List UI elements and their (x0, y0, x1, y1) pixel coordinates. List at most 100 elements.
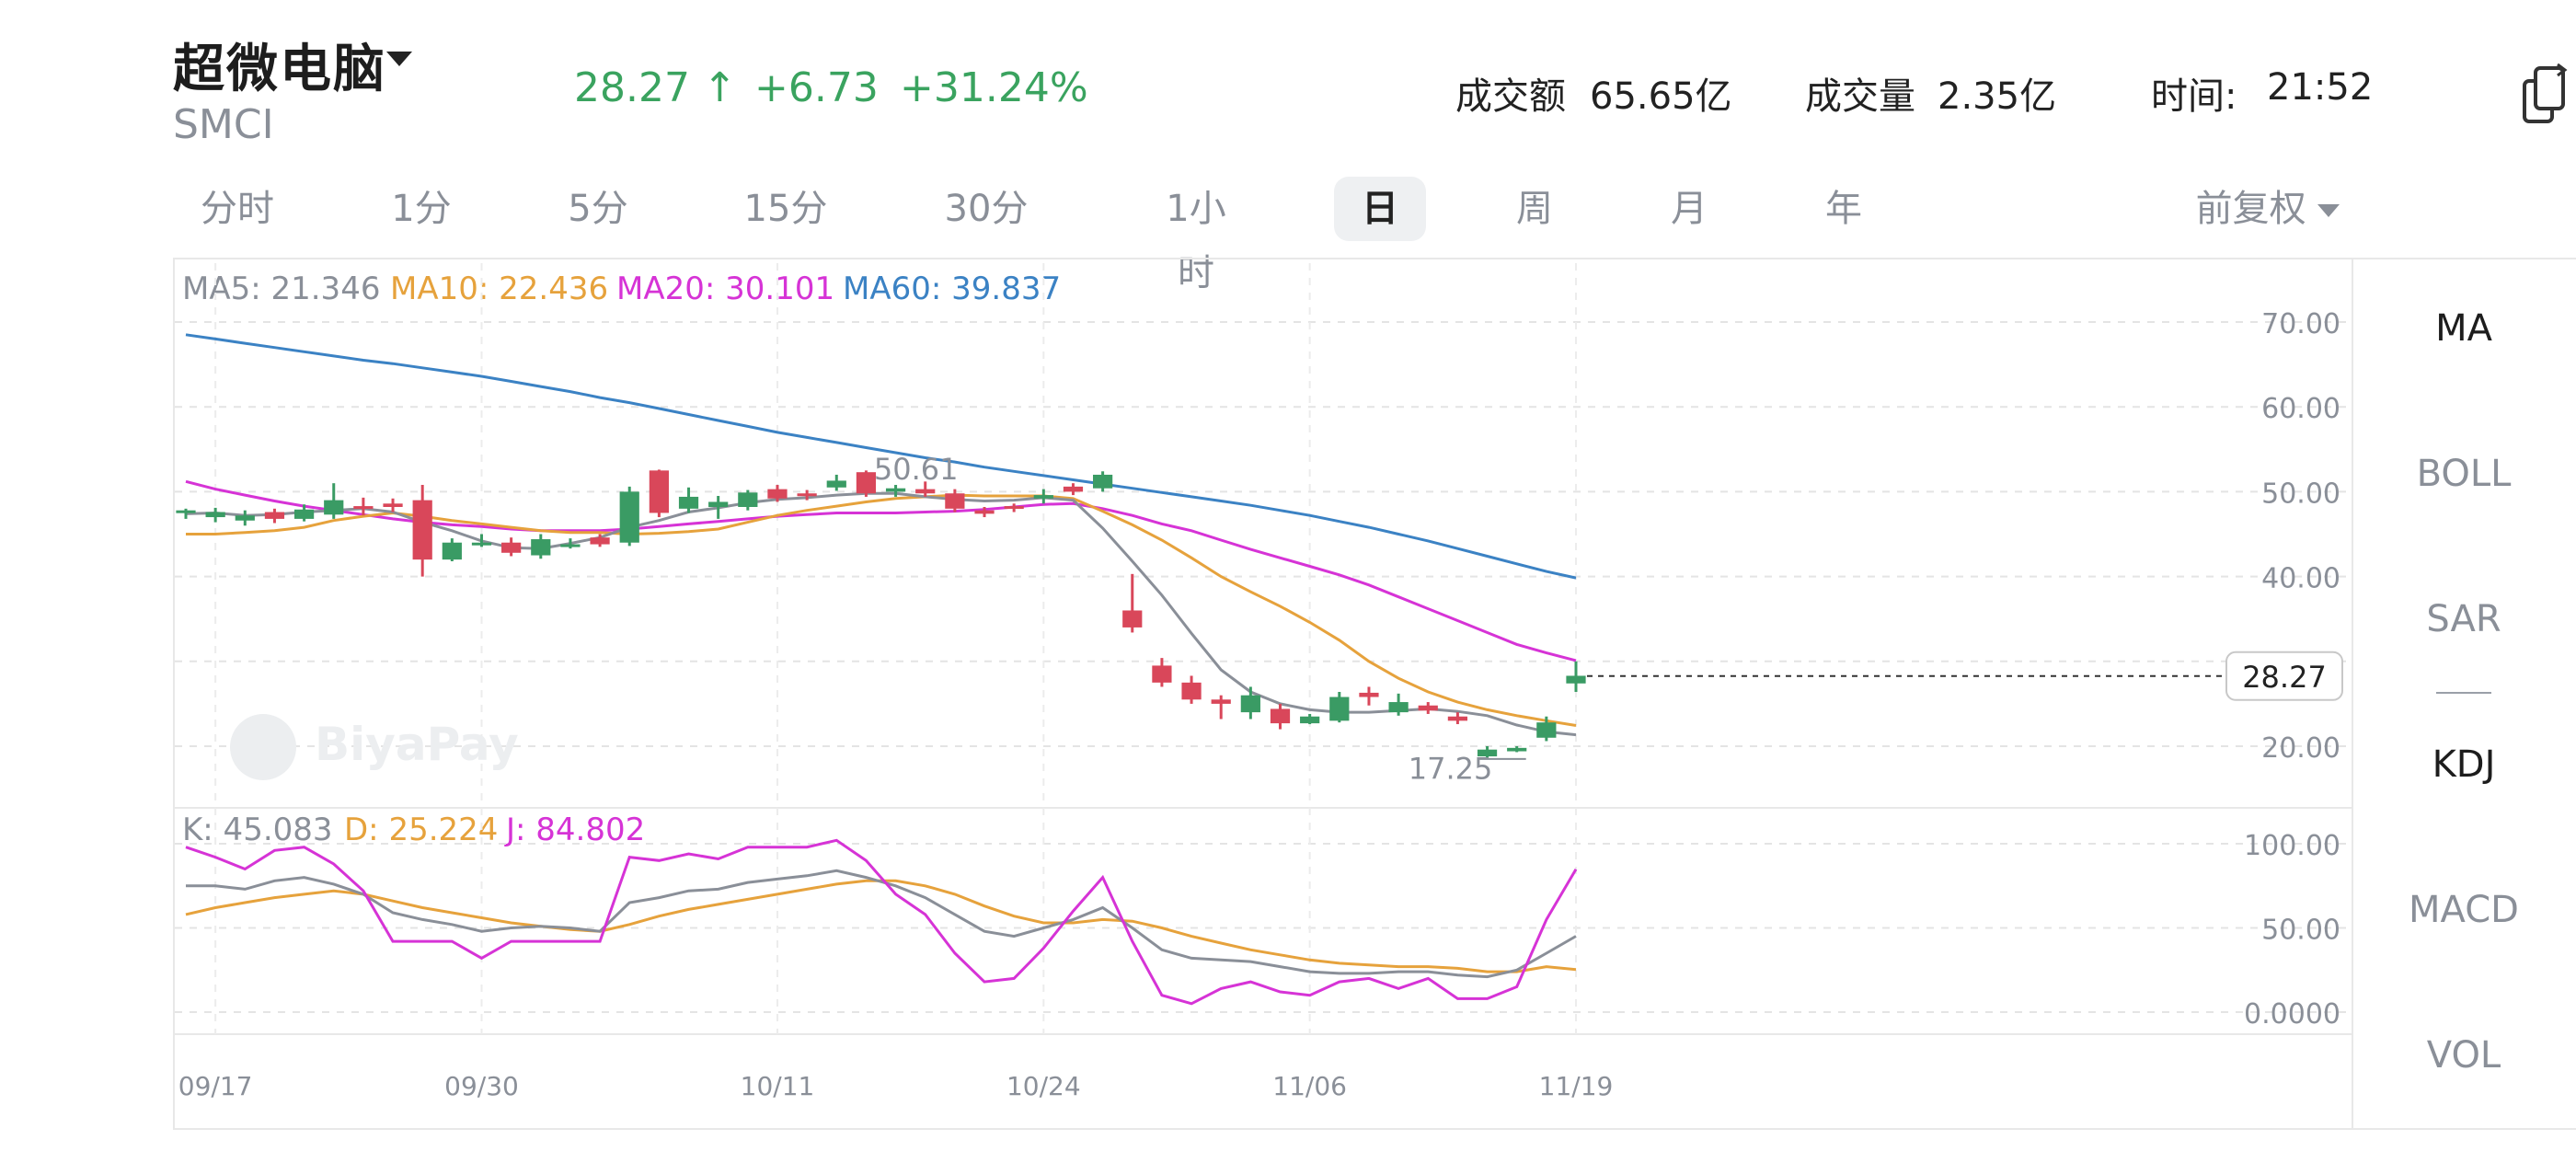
indicator-sar[interactable]: SAR (2426, 598, 2501, 640)
candle-body (1536, 722, 1557, 738)
candle-body (501, 542, 522, 553)
legend-k: K: 45.083 (182, 812, 333, 848)
candle-body (797, 493, 817, 497)
date-label: 11/06 (1272, 1071, 1347, 1101)
indicator-macd[interactable]: MACD (2409, 889, 2519, 931)
candle-body (1507, 747, 1527, 752)
candle-body (1388, 702, 1409, 713)
legend-ma5: MA5: 21.346 (182, 271, 381, 307)
price-tick-label: 20.00 (2261, 732, 2340, 765)
candle-body (1181, 682, 1202, 700)
indicator-kdj[interactable]: KDJ (2432, 743, 2496, 786)
date-label: 09/17 (178, 1071, 253, 1101)
last-price: 28.27 ↑ (574, 64, 737, 111)
candle-body (264, 512, 285, 519)
candle-body (1300, 716, 1320, 724)
candle-body (531, 539, 551, 556)
min-price-label: 17.25 (1409, 751, 1493, 786)
candle-body (826, 480, 846, 488)
candle-body (767, 489, 788, 499)
candle-body (383, 503, 403, 507)
chart-frame (173, 258, 2576, 1130)
candle-body (856, 472, 877, 494)
price-tick-label: 40.00 (2261, 563, 2340, 595)
indicator-ma[interactable]: MA (2435, 307, 2492, 350)
stock-ticker: SMCI (173, 101, 274, 148)
time-value: 21:52 (2267, 66, 2374, 109)
candle-body (1566, 675, 1586, 684)
kdj-tick-label: 0.0000 (2244, 998, 2340, 1031)
indicator-panel (2352, 258, 2576, 1130)
price-change-pct: +31.24% (900, 64, 1088, 111)
price-tick-label: 70.00 (2261, 308, 2340, 340)
candle-body (412, 500, 432, 560)
candle-body (235, 515, 255, 521)
kdj-d-line (185, 879, 1577, 973)
candle-body (945, 493, 965, 509)
price-tick-label: 60.00 (2261, 393, 2340, 425)
rotate-screen-icon[interactable] (2521, 61, 2572, 125)
candle-body (560, 544, 581, 547)
indicator-divider (2436, 692, 2491, 694)
kdj-j-line (185, 838, 1578, 1006)
time-label: 时间: (2151, 75, 2237, 118)
candle-body (1418, 705, 1438, 711)
price-change: +6.73 (754, 64, 879, 111)
legend-ma20: MA20: 30.101 (616, 271, 835, 307)
legend-j: J: 84.802 (506, 812, 646, 848)
max-price-label: 50.61 (874, 452, 959, 487)
indicator-boll[interactable]: BOLL (2416, 453, 2512, 495)
stock-name[interactable]: 超微电脑 (173, 40, 386, 99)
tab-1[interactable]: 1分 (391, 188, 452, 230)
last-price-badge (2225, 651, 2343, 701)
candle-body (442, 542, 462, 560)
candle-body (885, 488, 906, 492)
date-label: 09/30 (444, 1071, 519, 1101)
tab-6[interactable]: 日 (1334, 177, 1426, 241)
candle-body (1270, 708, 1291, 724)
tab-7[interactable]: 周 (1516, 188, 1553, 230)
date-label: 10/11 (741, 1071, 815, 1101)
tab-0[interactable]: 分时 (201, 188, 274, 230)
tab-3[interactable]: 15分 (743, 188, 828, 230)
candle-body (1240, 695, 1260, 713)
legend-d: D: 25.224 (344, 812, 499, 848)
tab-2[interactable]: 5分 (568, 188, 628, 230)
candle-body (590, 537, 610, 545)
candle-body (1122, 610, 1143, 628)
candle-body (974, 510, 995, 514)
candle-body (471, 542, 492, 546)
kdj-k-line (186, 869, 1577, 979)
volume-label: 成交量 (1805, 75, 1915, 118)
candle-body (205, 512, 225, 518)
indicator-vol[interactable]: VOL (2426, 1034, 2501, 1077)
date-label: 10/24 (1006, 1071, 1081, 1101)
kdj-tick-label: 50.00 (2261, 915, 2340, 947)
ma60-line (185, 333, 1577, 580)
candle-body (176, 510, 196, 513)
candle-body (1447, 716, 1468, 721)
turnover-label: 成交额 (1455, 75, 1566, 118)
candle-body (1033, 495, 1053, 499)
candle-body (293, 509, 315, 519)
candle-body (1211, 699, 1231, 704)
adjust-label: 前复权 (2195, 188, 2306, 230)
caret-down-icon[interactable] (386, 52, 412, 66)
ma10-line (186, 493, 1577, 727)
adjust-dropdown[interactable]: 前复权 (2190, 177, 2346, 241)
candle-body (1004, 506, 1024, 510)
candle-body (649, 470, 669, 513)
tab-8[interactable]: 月 (1671, 188, 1708, 230)
tab-4[interactable]: 30分 (944, 188, 1029, 230)
kdj-tick-label: 100.00 (2244, 830, 2340, 862)
arrow-up-icon: ↑ (702, 64, 737, 111)
tab-9[interactable]: 年 (1825, 188, 1862, 230)
watermark-text: BiyaPay (315, 718, 519, 771)
turnover-value: 65.65亿 (1590, 75, 1732, 118)
candle-body (708, 501, 729, 507)
volume-value: 2.35亿 (1938, 75, 2057, 118)
candle-body (324, 500, 344, 515)
candle-body (1329, 697, 1350, 721)
ma5-line (185, 491, 1577, 737)
